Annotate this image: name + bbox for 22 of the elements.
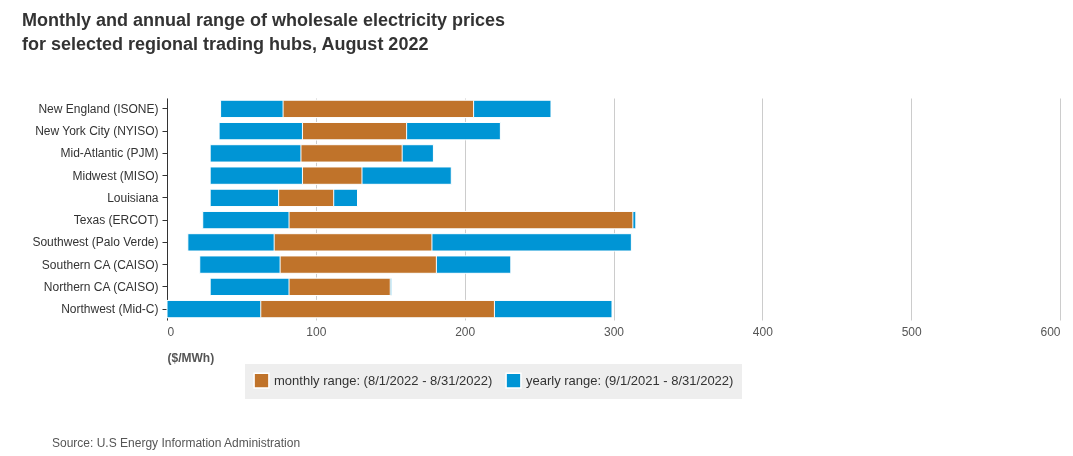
y-tick-label: Southwest (Palo Verde): [32, 235, 159, 250]
x-tick-label: 600: [1040, 324, 1061, 339]
source-note: Source: U.S Energy Information Administration: [52, 436, 301, 450]
y-tick-label: Northern CA (CAISO): [43, 279, 159, 294]
x-tick-label: 500: [901, 324, 922, 339]
legend-label: monthly range: (8/1/2022 - 8/31/2022): [274, 372, 493, 388]
y-tick-label: Midwest (MISO): [72, 168, 159, 183]
x-tick-label: 100: [306, 324, 327, 339]
chart-title: Monthly and annual range of wholesale electricity prices for selected regional trading hubs, August 2022: [22, 10, 506, 54]
y-tick-label: Mid-Atlantic (PJM): [60, 146, 159, 161]
x-tick-label: 400: [752, 324, 774, 339]
y-tick-label: Texas (ERCOT): [73, 213, 159, 228]
y-tick-label: Southern CA (CAISO): [41, 257, 159, 272]
legend-label: yearly range: (9/1/2021 - 8/31/2022): [526, 372, 734, 388]
x-tick-label: 0: [167, 324, 175, 339]
y-tick-label: New England (ISONE): [38, 101, 159, 116]
x-tick-label: 200: [455, 324, 476, 339]
x-axis-title: ($/MWh): [167, 350, 215, 365]
y-tick-label: Northwest (Mid-C): [61, 302, 159, 317]
y-tick-label: Louisiana: [107, 190, 159, 205]
x-tick-label: 300: [603, 324, 625, 339]
y-tick-label: New York City (NYISO): [35, 124, 159, 139]
